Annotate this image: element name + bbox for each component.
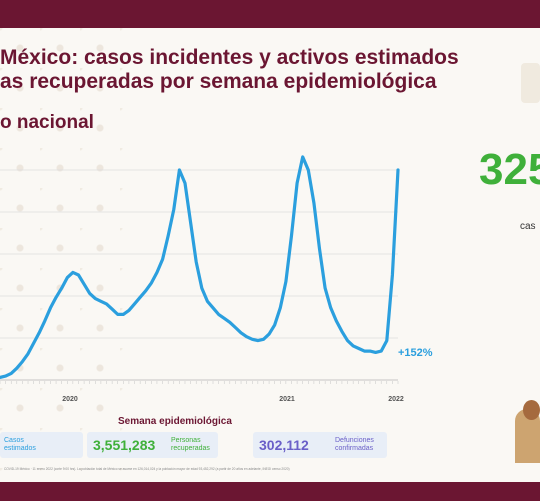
year-tick-label: 2020 <box>62 396 78 403</box>
recovered-label: Personas recuperadas <box>171 437 210 452</box>
header-band <box>0 0 540 28</box>
footnote: COVID-19 México · 11 enero 2022 (corte 9… <box>4 467 290 471</box>
deaths-value: 302,112 <box>259 437 309 453</box>
cases-line-chart: 2020 2021 2022 +152% <box>0 155 433 403</box>
page-title: México: casos incidentes y activos estim… <box>0 46 500 93</box>
recovered-box: 3,551,283 Personas recuperadas <box>87 432 218 458</box>
presenter-head <box>523 400 540 420</box>
title-line-2: as recuperadas por semana epidemiológica <box>0 70 437 93</box>
slide-content: México: casos incidentes y activos estim… <box>0 28 540 482</box>
deaths-box: 302,112 Defunciones confirmadas <box>253 432 387 458</box>
growth-annotation: +152% <box>398 347 433 359</box>
series-line <box>0 155 400 379</box>
deaths-label: Defunciones confirmadas <box>335 437 374 452</box>
chart-subtitle: o nacional <box>0 112 94 133</box>
recovered-value: 3,551,283 <box>93 437 156 453</box>
estimated-cases-label: Casos estimados <box>4 437 36 452</box>
headline-label: cas <box>520 221 536 232</box>
x-axis-label: Semana epidemiológica <box>118 416 232 427</box>
estimated-cases-box: Casos estimados <box>0 432 83 458</box>
year-tick-label: 2021 <box>279 396 295 403</box>
footer-band <box>0 482 540 501</box>
logo-mark <box>521 63 540 103</box>
title-line-1: México: casos incidentes y activos estim… <box>0 46 459 69</box>
background-pattern <box>0 28 130 482</box>
year-tick-label: 2022 <box>388 396 404 403</box>
headline-number: 325 <box>479 145 540 194</box>
